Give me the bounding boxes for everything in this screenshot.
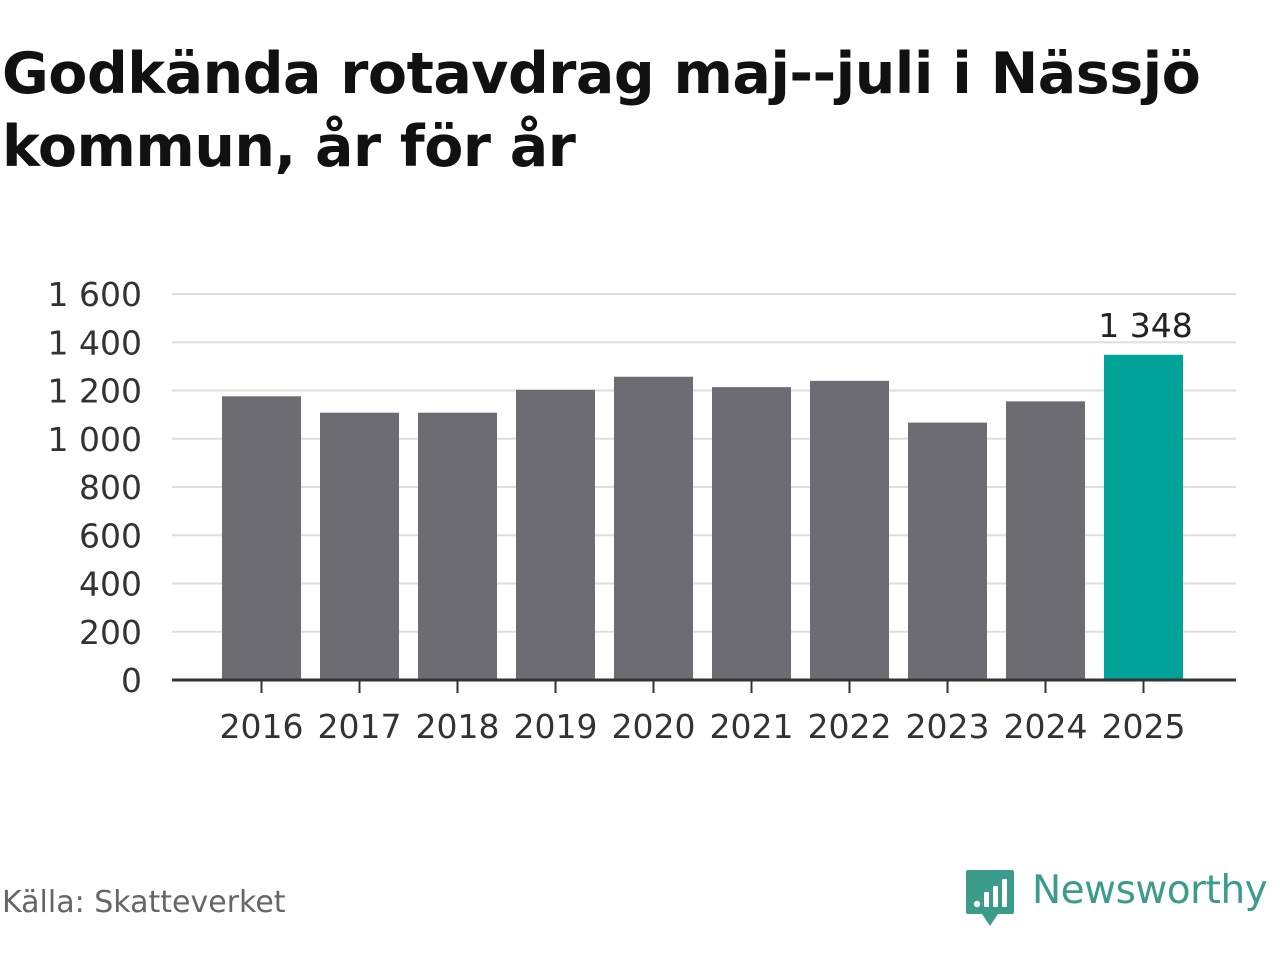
bar — [1104, 354, 1183, 680]
bar — [1006, 401, 1085, 680]
y-tick-label: 1 600 — [48, 275, 142, 314]
x-tick-label: 2018 — [416, 707, 500, 746]
x-tick-label: 2024 — [1004, 707, 1088, 746]
bar — [810, 380, 889, 680]
chart-title: Godkända rotavdrag maj--juli i Nässjö ko… — [2, 41, 1201, 180]
x-axis — [172, 678, 1236, 693]
y-tick-label: 800 — [79, 468, 142, 507]
x-tick-label: 2020 — [612, 707, 696, 746]
y-tick-label: 1 400 — [48, 323, 142, 362]
y-tick-label: 0 — [121, 661, 142, 700]
y-tick-label: 200 — [79, 613, 142, 652]
bar — [516, 389, 595, 680]
brand-logo: Newsworthy — [964, 866, 1268, 930]
bar — [222, 396, 301, 680]
x-tick-label: 2021 — [710, 707, 794, 746]
x-tick-label: 2025 — [1102, 707, 1186, 746]
y-tick-label: 600 — [79, 516, 142, 555]
source-note: Källa: Skatteverket — [2, 885, 286, 920]
x-tick-label: 2016 — [220, 707, 304, 746]
x-axis-tick-labels: 2016 2017 2018 2019 2020 2021 2022 2023 2024 2025 — [220, 707, 1186, 746]
y-tick-label: 1 000 — [48, 420, 142, 459]
x-tick-label: 2022 — [808, 707, 892, 746]
x-tick-label: 2019 — [514, 707, 598, 746]
bar — [320, 412, 399, 680]
y-axis-tick-labels: 0 200 400 600 800 1 000 1 200 1 400 1 600 — [48, 275, 142, 700]
y-tick-label: 1 200 — [48, 372, 142, 411]
brand-name: Newsworthy — [1032, 867, 1268, 913]
bar — [712, 387, 791, 680]
bar — [418, 412, 497, 680]
data-labels: 1 348 — [1098, 306, 1192, 345]
x-tick-label: 2023 — [906, 707, 990, 746]
bar — [614, 376, 693, 680]
y-tick-label: 400 — [79, 565, 142, 604]
bar — [908, 422, 987, 680]
bars — [222, 354, 1183, 680]
newsworthy-logo-icon — [966, 870, 1014, 926]
data-label: 1 348 — [1098, 306, 1192, 345]
x-tick-label: 2017 — [318, 707, 402, 746]
